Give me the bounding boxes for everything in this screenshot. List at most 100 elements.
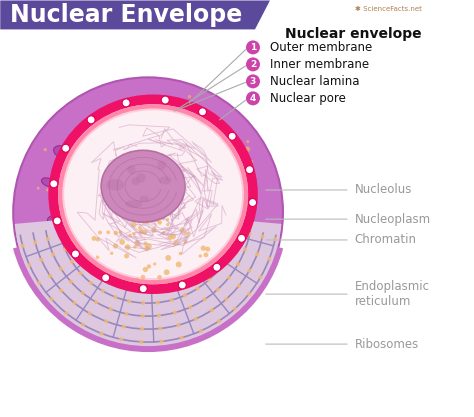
Circle shape [100, 332, 103, 335]
Circle shape [247, 292, 251, 296]
Circle shape [164, 217, 168, 221]
Circle shape [203, 252, 209, 257]
Circle shape [246, 74, 260, 88]
Circle shape [81, 323, 85, 327]
Circle shape [48, 274, 52, 278]
Circle shape [122, 324, 126, 329]
Circle shape [199, 329, 203, 333]
Circle shape [135, 286, 138, 289]
Circle shape [182, 128, 186, 132]
Circle shape [166, 218, 169, 221]
Circle shape [142, 250, 147, 255]
Circle shape [79, 271, 82, 275]
Circle shape [73, 301, 76, 305]
Circle shape [98, 231, 102, 234]
Circle shape [217, 319, 221, 323]
Circle shape [169, 165, 173, 168]
Circle shape [199, 254, 202, 258]
Circle shape [141, 275, 145, 279]
Ellipse shape [80, 247, 96, 257]
Circle shape [91, 236, 97, 241]
Circle shape [141, 229, 146, 234]
Circle shape [133, 220, 138, 225]
Text: 2: 2 [250, 60, 256, 69]
Circle shape [59, 267, 63, 271]
Circle shape [231, 243, 235, 247]
Circle shape [160, 309, 164, 314]
Circle shape [192, 147, 197, 153]
Circle shape [213, 138, 216, 141]
Circle shape [247, 269, 251, 273]
Circle shape [170, 298, 173, 302]
Circle shape [157, 314, 161, 317]
Circle shape [213, 176, 218, 180]
Circle shape [85, 234, 90, 239]
Circle shape [119, 337, 123, 341]
Circle shape [51, 252, 55, 256]
Circle shape [141, 314, 145, 318]
Circle shape [160, 339, 164, 343]
Circle shape [138, 327, 141, 329]
Circle shape [170, 298, 173, 302]
Circle shape [178, 188, 182, 193]
Circle shape [130, 229, 134, 234]
Polygon shape [0, 0, 270, 30]
Circle shape [58, 234, 62, 238]
Circle shape [103, 227, 108, 233]
Circle shape [219, 168, 223, 173]
Circle shape [109, 307, 113, 311]
Circle shape [118, 222, 123, 226]
Circle shape [78, 197, 80, 200]
Circle shape [227, 276, 231, 279]
Circle shape [100, 289, 105, 293]
Circle shape [79, 271, 82, 275]
Circle shape [130, 283, 134, 286]
Circle shape [241, 288, 245, 291]
Circle shape [273, 237, 277, 241]
Circle shape [157, 314, 161, 317]
Circle shape [216, 287, 219, 291]
Circle shape [33, 241, 37, 244]
Circle shape [131, 247, 137, 252]
Circle shape [199, 108, 207, 116]
Circle shape [247, 269, 251, 273]
Circle shape [267, 257, 271, 261]
Circle shape [228, 132, 236, 140]
Circle shape [94, 300, 98, 304]
Circle shape [50, 180, 58, 188]
Circle shape [36, 187, 39, 190]
Circle shape [201, 246, 206, 251]
Circle shape [165, 255, 171, 261]
Circle shape [77, 167, 81, 171]
Circle shape [125, 312, 128, 316]
Circle shape [188, 305, 192, 309]
Circle shape [230, 133, 234, 137]
Circle shape [155, 177, 158, 180]
Text: ✱ ScienceFacts.net: ✱ ScienceFacts.net [355, 6, 422, 13]
Circle shape [27, 263, 31, 267]
Circle shape [176, 323, 180, 327]
Ellipse shape [101, 150, 185, 222]
Circle shape [64, 311, 68, 315]
Circle shape [203, 246, 208, 250]
Circle shape [157, 214, 163, 220]
Circle shape [260, 234, 264, 239]
Circle shape [132, 232, 136, 235]
Circle shape [194, 260, 198, 264]
Circle shape [141, 234, 147, 240]
Circle shape [188, 95, 191, 98]
Circle shape [154, 219, 159, 224]
Ellipse shape [64, 111, 242, 278]
Circle shape [103, 205, 107, 209]
Circle shape [173, 311, 177, 314]
Circle shape [122, 99, 130, 107]
Text: Nuclear Envelope: Nuclear Envelope [10, 3, 243, 28]
Circle shape [164, 269, 170, 275]
Circle shape [99, 237, 102, 240]
Circle shape [157, 220, 162, 225]
Circle shape [177, 264, 180, 268]
Circle shape [129, 262, 134, 266]
Circle shape [50, 208, 55, 213]
Circle shape [165, 226, 169, 231]
Circle shape [213, 263, 221, 271]
